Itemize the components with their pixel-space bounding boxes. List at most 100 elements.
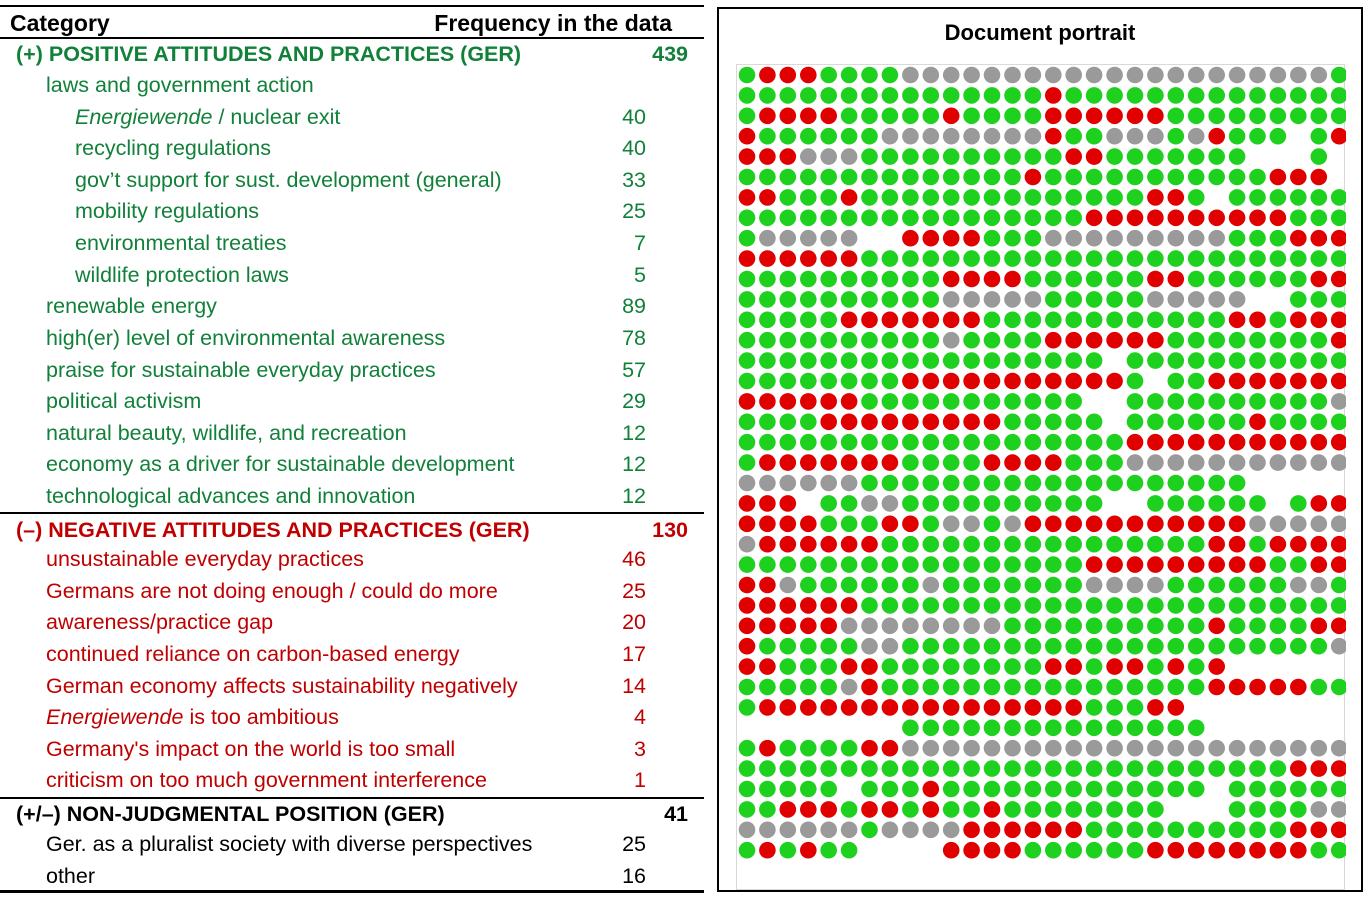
positive-dot: [1004, 780, 1021, 798]
positive-dot: [1106, 760, 1123, 777]
positive-dot: [738, 739, 756, 757]
positive-dot: [779, 311, 797, 329]
positive-dot: [840, 372, 858, 390]
neutral-dot: [861, 495, 878, 512]
positive-law-row: environmental treaties 7: [0, 227, 704, 259]
positive-dot: [881, 66, 899, 84]
positive-dot: [1269, 760, 1287, 777]
negative-dot: [1330, 270, 1346, 288]
negative-dot: [1065, 515, 1082, 533]
positive-dot: [1045, 291, 1062, 308]
positive-dot: [963, 454, 980, 471]
positive-dot: [1310, 250, 1328, 267]
positive-dot: [1208, 474, 1225, 492]
neutral-dot: [1310, 66, 1328, 84]
positive-dot: [902, 454, 919, 471]
positive-dot: [1208, 413, 1225, 431]
positive-dot: [1004, 678, 1021, 696]
negative-dot: [1208, 535, 1225, 553]
positive-dot: [963, 189, 980, 206]
neutral-dot: [1024, 66, 1042, 84]
negative-dot: [820, 250, 837, 267]
positive-dot: [963, 576, 980, 594]
positive-dot: [779, 87, 797, 104]
positive-dot: [1187, 189, 1205, 206]
neutral-dot: [1208, 66, 1225, 84]
positive-law-value: 7: [634, 231, 646, 255]
positive-dot: [1065, 189, 1082, 206]
neutral-dot: [840, 148, 858, 165]
positive-dot: [1167, 474, 1185, 492]
positive-dot: [1024, 780, 1042, 798]
positive-dot: [1228, 250, 1246, 267]
positive-dot: [942, 393, 960, 410]
negative-dot: [1330, 127, 1346, 145]
positive-dot: [1024, 209, 1042, 227]
positive-dot: [1147, 148, 1164, 165]
positive-dot: [983, 87, 1001, 104]
positive-dot: [800, 311, 817, 329]
neutral-dot: [1045, 739, 1062, 757]
negative-dot: [983, 270, 1001, 288]
positive-dot: [1147, 413, 1164, 431]
negative-dot: [942, 229, 960, 247]
positive-dot: [1228, 474, 1246, 492]
neutral-dot: [738, 821, 756, 839]
positive-dot: [881, 597, 899, 614]
negative-dot: [1187, 209, 1205, 227]
positive-dot: [1228, 780, 1246, 798]
positive-dot: [942, 719, 960, 737]
positive-item-label: political activism: [46, 389, 202, 413]
negative-dot: [1147, 270, 1164, 288]
neutral-dot: [759, 821, 776, 839]
negative-dot: [1045, 699, 1062, 716]
positive-dot: [922, 535, 940, 553]
positive-dot: [840, 760, 858, 777]
neutral-dot: [738, 474, 756, 492]
positive-dot: [902, 393, 919, 410]
positive-dot: [1290, 107, 1307, 125]
positive-dot: [963, 678, 980, 696]
positive-dot: [861, 576, 878, 594]
positive-dot: [1147, 474, 1164, 492]
neutral-dot: [1228, 454, 1246, 471]
positive-dot: [759, 352, 776, 369]
positive-dot: [1269, 617, 1287, 635]
neutral-dot: [1065, 229, 1082, 247]
positive-dot: [1045, 556, 1062, 573]
positive-dot: [1208, 352, 1225, 369]
positive-dot: [1126, 311, 1144, 329]
positive-dot: [820, 576, 837, 594]
positive-dot: [983, 352, 1001, 369]
negative-item-label: unsustainable everyday practices: [46, 547, 364, 571]
negative-dot: [779, 617, 797, 635]
positive-dot: [1085, 780, 1103, 798]
positive-dot: [1106, 270, 1123, 288]
negative-dot: [1290, 229, 1307, 247]
positive-dot: [800, 739, 817, 757]
positive-dot: [1310, 127, 1328, 145]
negative-item-label: Germany's impact on the world is too sma…: [46, 737, 456, 761]
positive-dot: [1065, 678, 1082, 696]
negative-dot: [983, 801, 1001, 818]
positive-dot: [1004, 760, 1021, 777]
negative-dot: [759, 393, 776, 410]
positive-dot: [963, 556, 980, 573]
positive-dot: [1085, 413, 1103, 431]
positive-dot: [1045, 413, 1062, 431]
positive-dot: [942, 433, 960, 451]
negative-dot: [1004, 841, 1021, 859]
positive-dot: [1228, 270, 1246, 288]
negative-item-value: 4: [634, 705, 646, 729]
neutral-dot: [942, 331, 960, 349]
positive-dot: [922, 270, 940, 288]
positive-dot: [1024, 148, 1042, 165]
positive-dot: [820, 556, 837, 573]
neutral-dot: [1269, 66, 1287, 84]
positive-dot: [1085, 617, 1103, 635]
negative-dot: [840, 393, 858, 410]
positive-dot: [800, 291, 817, 308]
positive-dot: [1126, 637, 1144, 655]
positive-dot: [1147, 617, 1164, 635]
positive-dot: [922, 352, 940, 369]
